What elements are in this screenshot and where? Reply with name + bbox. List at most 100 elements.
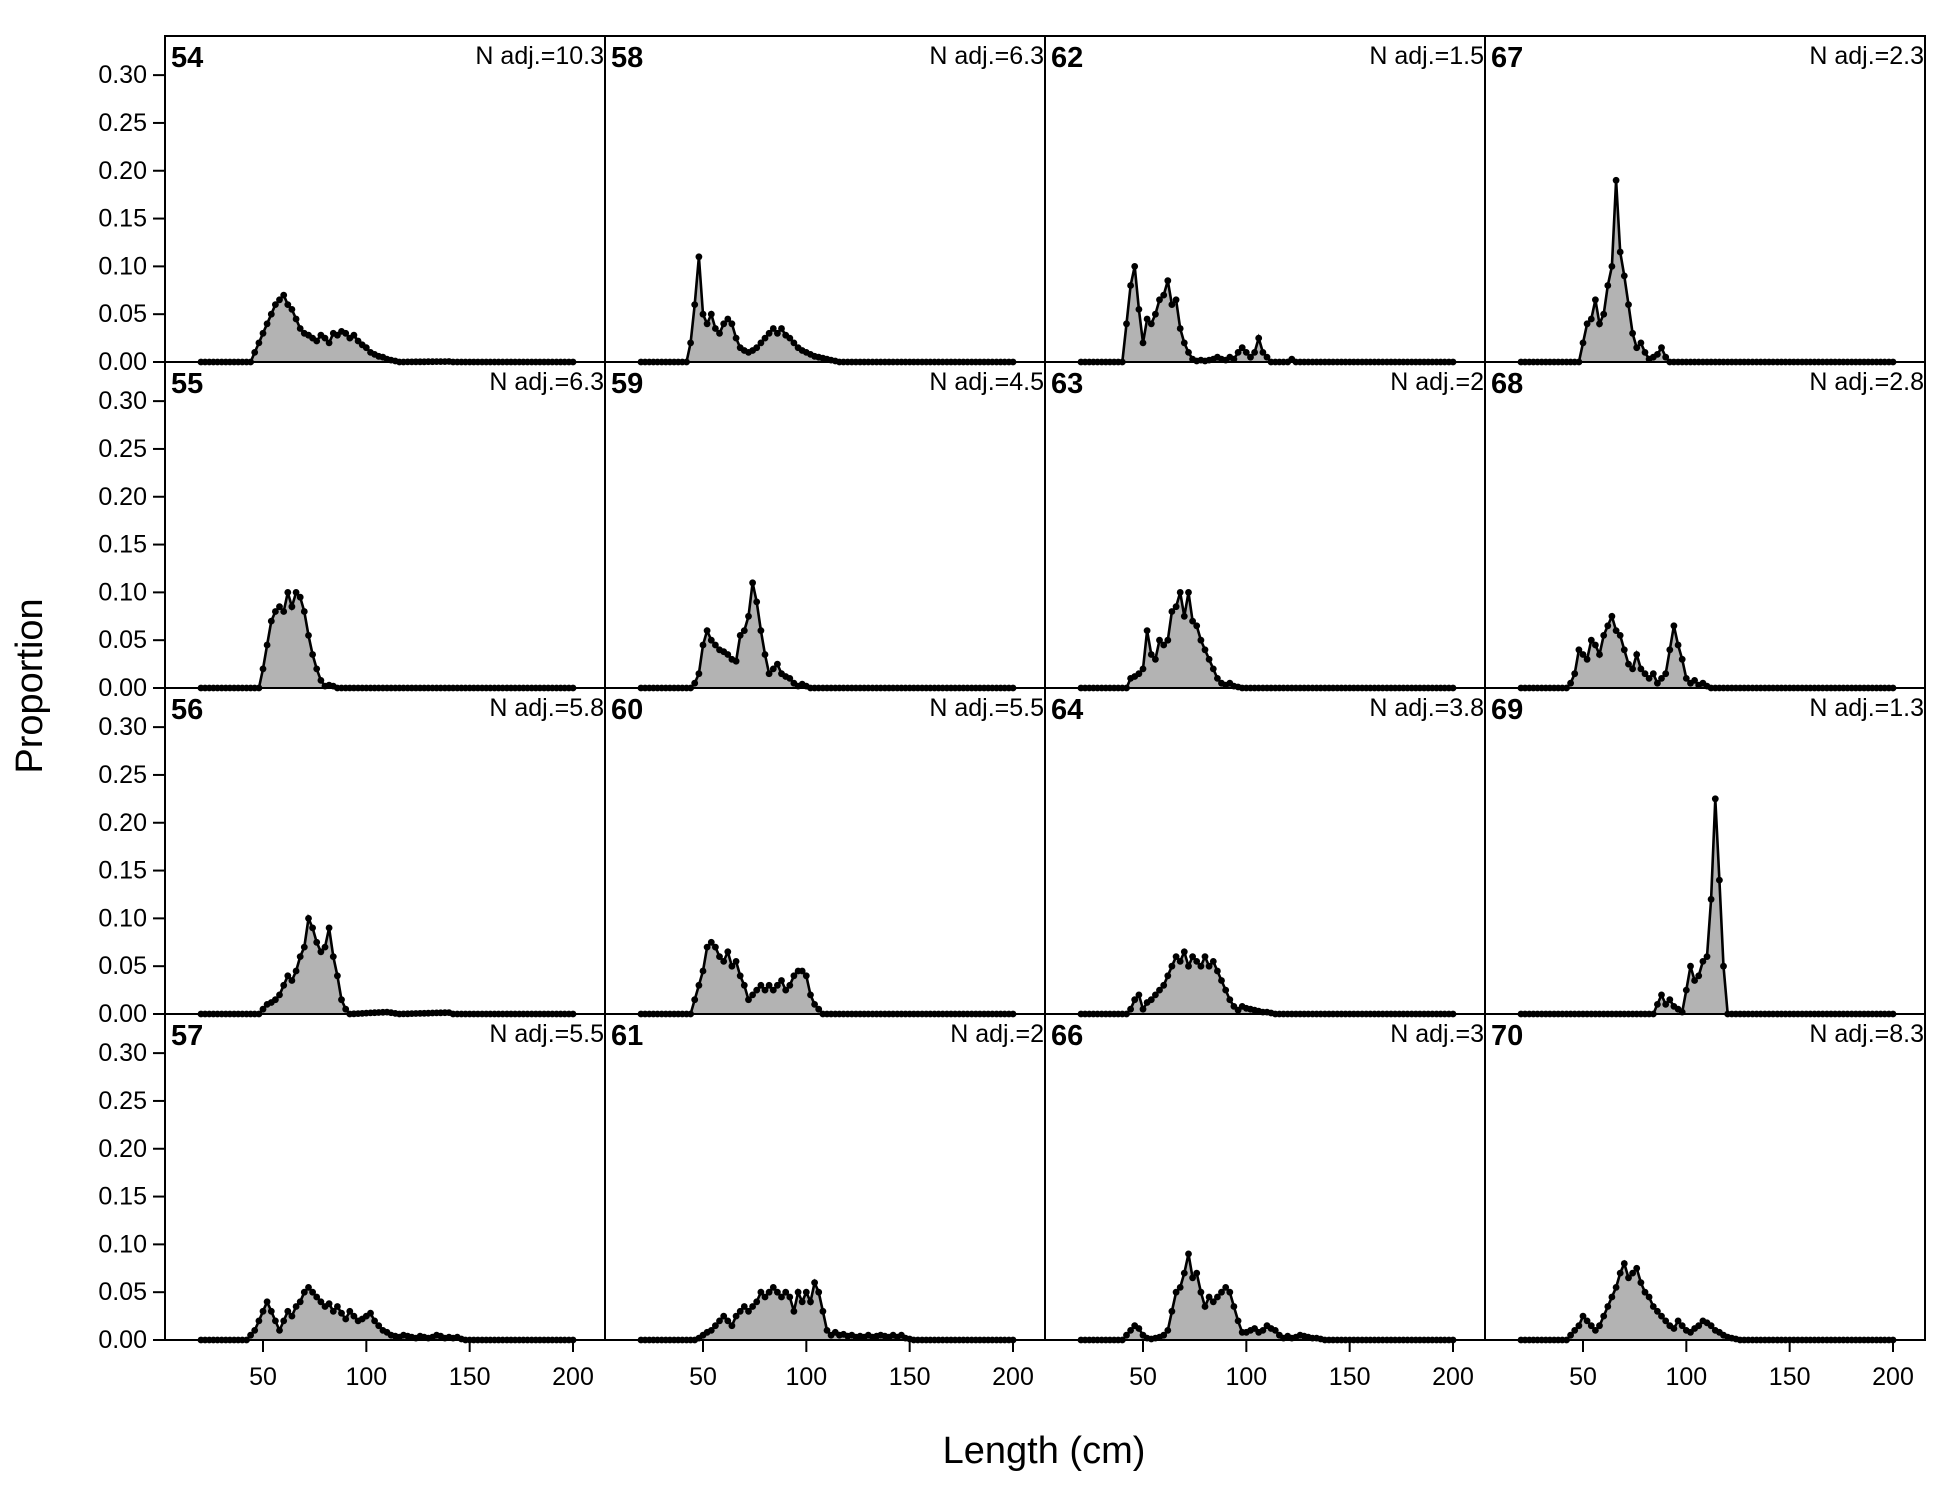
data-point	[740, 981, 748, 989]
area-fill	[1081, 951, 1453, 1014]
data-point	[1620, 646, 1628, 654]
y-tick-label: 0.25	[98, 1087, 147, 1115]
panel-label: 55	[171, 368, 203, 400]
data-point	[1670, 1325, 1678, 1332]
data-point	[765, 1288, 773, 1296]
data-point	[1645, 1293, 1653, 1301]
data-point	[288, 306, 296, 313]
data-point	[691, 996, 699, 1004]
data-point	[1238, 344, 1246, 352]
data-point	[1259, 1327, 1267, 1334]
data-point	[1641, 1288, 1649, 1296]
data-point	[1583, 1317, 1591, 1325]
data-point	[1654, 679, 1661, 687]
data-point	[1633, 1264, 1641, 1272]
y-tick-label: 0.10	[98, 904, 147, 932]
data-point	[1214, 1293, 1221, 1301]
data-point	[1172, 953, 1180, 960]
data-point	[1168, 608, 1176, 615]
data-point	[317, 948, 325, 956]
data-point	[1596, 1322, 1603, 1330]
data-point	[1205, 1293, 1213, 1301]
data-point	[292, 315, 300, 323]
data-point	[716, 329, 723, 337]
data-point	[765, 670, 773, 678]
data-point	[1592, 1327, 1599, 1334]
panel-label: 57	[171, 1020, 203, 1052]
y-tick-label: 0.20	[98, 483, 147, 511]
y-tick-label: 0.05	[98, 300, 147, 328]
n-adj-label: N adj.=6.3	[489, 368, 604, 396]
data-point	[1645, 675, 1653, 682]
n-adj-label: N adj.=8.3	[1809, 1020, 1924, 1048]
data-point	[1201, 953, 1209, 960]
panel-67: 67 N adj.=2.3	[1484, 35, 1926, 366]
data-point	[342, 1005, 350, 1013]
data-point	[1164, 636, 1172, 644]
data-point	[807, 991, 814, 999]
panel-label: 64	[1051, 694, 1083, 726]
panel-label: 67	[1491, 42, 1523, 74]
data-point	[288, 977, 296, 984]
data-point	[757, 981, 765, 989]
data-point	[1703, 953, 1711, 960]
data-point	[1691, 977, 1698, 984]
data-point	[1160, 641, 1168, 649]
data-point	[1637, 339, 1645, 347]
y-tick-label: 0.00	[98, 1000, 147, 1028]
data-point	[1666, 996, 1674, 1004]
data-point	[1180, 948, 1188, 956]
data-point	[276, 296, 283, 304]
data-point	[695, 253, 703, 261]
panel-label: 66	[1051, 1020, 1083, 1052]
data-point	[736, 632, 744, 639]
data-point	[272, 608, 279, 615]
data-point	[1172, 603, 1180, 611]
data-point	[1127, 282, 1134, 289]
data-point	[276, 603, 283, 611]
data-point	[724, 948, 732, 956]
data-point	[284, 1307, 292, 1315]
data-point	[1147, 651, 1155, 658]
data-point	[1214, 967, 1221, 975]
x-tick-label: 50	[249, 1363, 277, 1391]
data-point	[338, 996, 345, 1004]
panel-label: 62	[1051, 42, 1083, 74]
data-point	[263, 320, 271, 328]
data-point	[350, 1312, 358, 1320]
data-point	[1682, 986, 1690, 994]
data-point	[728, 962, 736, 970]
data-point	[1139, 1005, 1147, 1013]
data-point	[1571, 1327, 1579, 1334]
data-point	[1139, 665, 1147, 673]
area-fill	[1081, 592, 1453, 688]
area-fill	[1521, 180, 1893, 362]
data-point	[325, 924, 333, 932]
data-point	[1604, 282, 1612, 289]
data-point	[1230, 1303, 1238, 1310]
data-point	[1152, 991, 1159, 999]
data-point	[1197, 636, 1205, 644]
panel-frame	[1044, 1013, 1486, 1341]
data-point	[695, 981, 703, 989]
data-point	[1641, 349, 1649, 356]
x-tick-label: 50	[1129, 1363, 1157, 1391]
data-point	[757, 339, 765, 347]
data-point	[350, 331, 358, 339]
data-point	[1662, 1001, 1670, 1008]
data-point	[1612, 176, 1620, 184]
data-point	[1123, 320, 1130, 328]
series-line	[201, 913, 573, 1016]
data-point	[1247, 353, 1254, 361]
data-point	[362, 344, 370, 352]
data-point	[724, 315, 732, 323]
y-axis-title: Proportion	[9, 598, 51, 773]
n-adj-label: N adj.=5.5	[929, 694, 1044, 722]
data-point	[736, 972, 744, 980]
area-fill	[201, 918, 573, 1014]
data-point	[272, 301, 279, 308]
data-point	[769, 1284, 777, 1291]
n-adj-label: N adj.=3	[1390, 1020, 1484, 1048]
data-point	[1707, 895, 1715, 903]
y-tick-label: 0.25	[98, 435, 147, 463]
